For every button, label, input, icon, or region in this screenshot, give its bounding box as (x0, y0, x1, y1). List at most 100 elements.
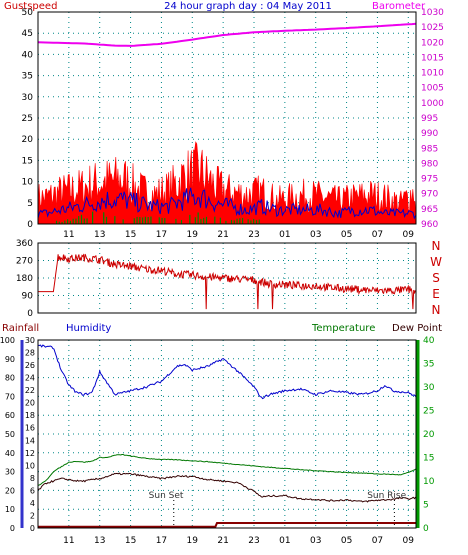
rain-line (38, 522, 416, 528)
gust-area (37, 141, 417, 225)
direction-tick-label: 90 (22, 292, 34, 302)
gust-tick-label: 35 (22, 72, 33, 82)
baro-tick-label: 1010 (421, 69, 444, 79)
x-tick-label: 19 (187, 230, 199, 240)
barometer-line (37, 22, 417, 47)
baro-tick-label: 990 (421, 129, 438, 139)
humidity-line (37, 344, 417, 400)
wind-baro-frame (37, 11, 417, 225)
direction-tick-label: 270 (16, 257, 33, 267)
temp-hum-panel: Rainfall Humidity Temperature Dew Point … (0, 323, 442, 546)
rain-tick-label: 12 (25, 449, 35, 458)
humidity-tick-label: 40 (5, 449, 15, 458)
x-tick-label: 09 (403, 230, 415, 240)
compass-label: N (432, 239, 441, 253)
direction-line (38, 253, 416, 310)
gustspeed-label: Gustspeed (4, 1, 57, 12)
temperature-label: Temperature (311, 323, 375, 334)
compass-label: E (432, 287, 440, 301)
gust-tick-label: 30 (22, 93, 34, 103)
compass-label: N (432, 303, 441, 317)
temperature-tick-label: 0 (423, 524, 429, 534)
x-tick-label: 07 (372, 230, 383, 240)
x-tick-label: 01 (279, 536, 290, 546)
x-tick-label: 09 (403, 536, 415, 546)
humidity-tick-label: 70 (5, 392, 15, 401)
humidity-label: Humidity (66, 323, 111, 334)
rain-tick-label: 24 (25, 374, 35, 383)
rain-tick-label: 8 (30, 474, 35, 483)
x-tick-label: 23 (248, 536, 259, 546)
rain-tick-label: 16 (25, 424, 35, 433)
temperature-tick-label: 10 (423, 477, 435, 487)
baro-tick-label: 985 (421, 144, 438, 154)
temperature-tick-label: 20 (423, 430, 435, 440)
rain-tick-label: 26 (25, 361, 35, 370)
x-tick-label: 05 (341, 230, 352, 240)
rainfall-label: Rainfall (2, 323, 39, 334)
x-tick-label: 01 (279, 230, 290, 240)
baro-tick-label: 960 (421, 220, 438, 230)
gust-tick-label: 25 (22, 114, 33, 124)
wind-line (37, 187, 417, 220)
gust-tick-label: 10 (22, 178, 34, 188)
x-tick-label: 23 (248, 230, 259, 240)
rain-tick-label: 20 (25, 399, 35, 408)
baro-tick-label: 1015 (421, 53, 444, 63)
humidity-tick-label: 100 (0, 336, 15, 345)
humidity-tick-label: 20 (5, 486, 15, 495)
sun-annotations: Sun Set Sun Rise (149, 491, 407, 528)
humidity-tick-label: 90 (5, 355, 15, 364)
gust-tick-label: 15 (22, 156, 33, 166)
baro-tick-label: 965 (421, 205, 438, 215)
x-tick-label: 11 (63, 230, 74, 240)
direction-frame (37, 242, 417, 314)
temp-hum-frame (37, 339, 417, 529)
humidity-tick-label: 30 (5, 468, 15, 477)
direction-series (38, 253, 416, 310)
temp-hum-series (37, 344, 417, 528)
x-tick-label: 21 (217, 536, 228, 546)
baro-tick-label: 975 (421, 175, 438, 185)
temperature-line (37, 454, 416, 486)
x-tick-label: 19 (187, 536, 199, 546)
humidity-tick-label: 0 (10, 524, 15, 533)
compass-label: W (430, 255, 442, 269)
compass-label: S (432, 271, 440, 285)
wind-baro-series (37, 22, 417, 225)
x-tick-label: 07 (372, 536, 383, 546)
temperature-tick-label: 5 (423, 501, 429, 511)
x-tick-label: 21 (217, 230, 228, 240)
x-tick-label: 03 (310, 230, 321, 240)
x-tick-label: 15 (125, 230, 136, 240)
x-tick-label: 05 (341, 536, 352, 546)
sun-annotation: Sun Rise (367, 491, 406, 501)
rain-tick-label: 22 (25, 386, 35, 395)
humidity-tick-label: 10 (5, 505, 15, 514)
temperature-tick-label: 30 (423, 383, 435, 393)
wind-baro-x-tick-labels: 11 13 15 17 19 21 23 01 03 05 07 09 (63, 230, 414, 240)
gust-tick-labels: 0 5 10 15 20 25 30 35 40 45 50 (22, 8, 34, 230)
x-tick-label: 13 (94, 536, 105, 546)
rain-tick-label: 30 (25, 336, 35, 345)
temperature-tick-label: 40 (423, 336, 435, 346)
humidity-tick-labels: 0 10 20 30 40 50 60 70 80 90 100 (0, 336, 15, 533)
direction-tick-label: 0 (27, 309, 33, 319)
humidity-tick-label: 50 (5, 430, 15, 439)
dewpoint-line (37, 472, 417, 503)
rain-tick-label: 10 (25, 461, 35, 470)
gust-tick-label: 50 (22, 8, 34, 18)
x-tick-label: 03 (310, 536, 321, 546)
baro-tick-label: 1020 (421, 38, 444, 48)
temperature-tick-labels: 0 5 10 15 20 25 30 35 40 (423, 336, 435, 534)
baro-tick-label: 970 (421, 190, 438, 200)
baro-tick-label: 1005 (421, 84, 444, 94)
rain-tick-label: 14 (25, 436, 35, 445)
humidity-tick-label: 80 (5, 374, 15, 383)
humidity-tick-label: 60 (5, 411, 15, 420)
direction-tick-label: 180 (16, 274, 33, 284)
gust-tick-label: 5 (27, 199, 33, 209)
baro-tick-label: 1000 (421, 99, 444, 109)
